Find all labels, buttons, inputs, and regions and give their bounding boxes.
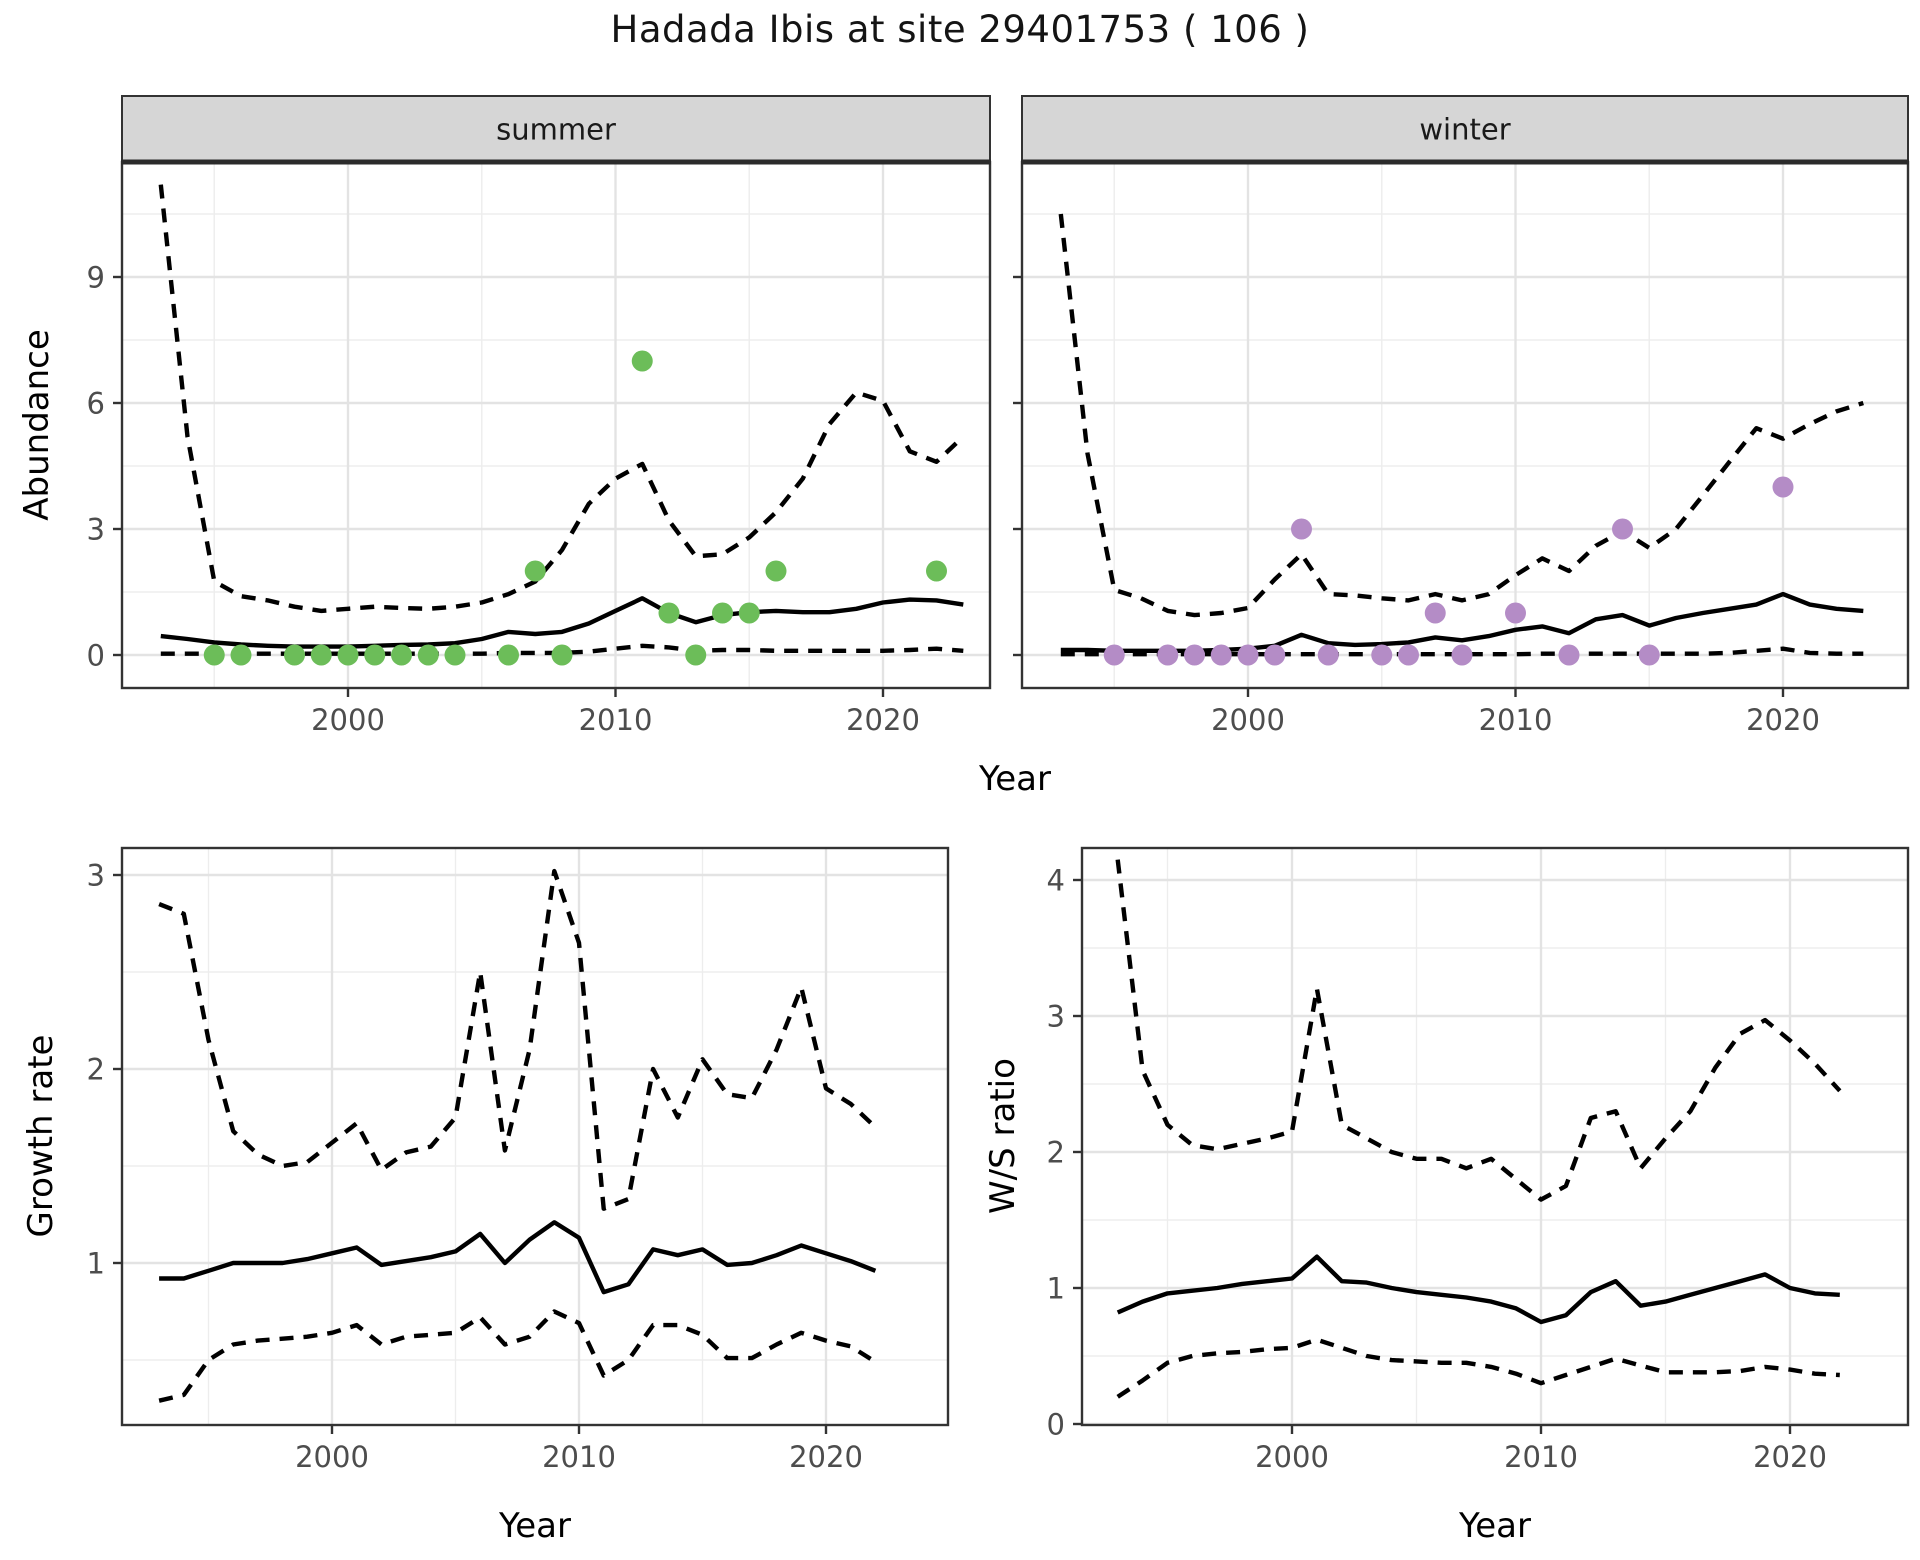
data-point-abundance-summer — [738, 602, 760, 624]
x-axis-title-ws: Year — [1458, 1506, 1531, 1546]
x-tick-label: 2020 — [1746, 703, 1820, 737]
y-tick-label: 3 — [87, 512, 105, 546]
data-point-abundance-winter — [1398, 644, 1419, 666]
y-tick-label: 4 — [1047, 863, 1065, 897]
x-tick-label: 2010 — [542, 1440, 616, 1474]
data-point-abundance-summer — [284, 644, 305, 666]
median-line — [1116, 1254, 1840, 1325]
facet-strip-label-winter: winter — [1419, 112, 1510, 146]
data-point-abundance-summer — [337, 644, 359, 666]
upper-ci-line — [1058, 213, 1864, 618]
data-point-abundance-winter — [1638, 644, 1660, 666]
y-tick-label: 0 — [87, 638, 105, 672]
data-point-abundance-summer — [712, 602, 733, 624]
y-tick-label: 2 — [1047, 1135, 1065, 1169]
panel-border-ws-ratio — [1080, 846, 1910, 1427]
upper-ci-line — [1115, 859, 1842, 1202]
data-point-abundance-winter — [1157, 644, 1179, 666]
data-point-abundance-summer — [658, 602, 680, 624]
panel-border-growth-rate — [120, 846, 950, 1427]
y-axis-title-growth: Growth rate — [21, 1035, 61, 1238]
data-point-abundance-summer — [391, 644, 412, 666]
facet-strip-label-summer: summer — [496, 112, 616, 146]
y-tick-label: 1 — [87, 1246, 105, 1280]
lower-ci-line — [158, 1309, 877, 1403]
data-point-abundance-summer — [524, 560, 546, 582]
panel-background-growth-rate — [122, 848, 948, 1425]
data-point-abundance-winter — [1291, 518, 1312, 540]
x-tick-label: 2020 — [846, 703, 920, 737]
data-point-abundance-summer — [203, 644, 225, 666]
y-tick-label: 1 — [1047, 1271, 1065, 1305]
x-tick-label: 2000 — [1255, 1440, 1329, 1474]
data-point-abundance-winter — [1237, 644, 1259, 666]
data-point-abundance-summer — [765, 560, 787, 582]
data-point-abundance-winter — [1772, 476, 1794, 498]
data-point-abundance-winter — [1210, 644, 1232, 666]
data-point-abundance-winter — [1103, 644, 1125, 666]
y-tick-label: 3 — [1047, 999, 1065, 1033]
data-point-abundance-summer — [310, 644, 332, 666]
y-axis-title-ws: W/S ratio — [983, 1058, 1023, 1214]
data-point-abundance-winter — [1424, 602, 1446, 624]
data-point-abundance-summer — [230, 644, 252, 666]
upper-ci-line — [158, 868, 877, 1211]
x-tick-label: 2000 — [295, 1440, 369, 1474]
data-point-abundance-summer — [685, 644, 707, 666]
y-tick-label: 9 — [87, 260, 105, 294]
panel-background-abundance-winter — [1022, 162, 1908, 688]
data-point-abundance-summer — [364, 644, 386, 666]
data-point-abundance-summer — [631, 350, 653, 372]
y-tick-label: 6 — [87, 386, 105, 420]
x-tick-label: 2020 — [789, 1440, 863, 1474]
data-point-abundance-winter — [1184, 644, 1205, 666]
data-point-abundance-summer — [551, 644, 573, 666]
data-point-abundance-winter — [1371, 644, 1393, 666]
y-tick-label: 2 — [87, 1052, 105, 1086]
x-tick-label: 2010 — [1504, 1440, 1578, 1474]
data-point-abundance-winter — [1264, 644, 1286, 666]
x-tick-label: 2010 — [1479, 703, 1553, 737]
plot-title: Hadada Ibis at site 29401753 ( 106 ) — [610, 8, 1310, 51]
data-point-abundance-summer — [417, 644, 439, 666]
y-tick-label: 3 — [87, 858, 105, 892]
data-point-abundance-winter — [1505, 602, 1526, 624]
facet-strip-winter — [1021, 95, 1909, 163]
data-point-abundance-winter — [1317, 644, 1339, 666]
x-axis-title-growth: Year — [498, 1506, 571, 1546]
x-tick-label: 2020 — [1753, 1440, 1827, 1474]
data-point-abundance-summer — [498, 644, 519, 666]
data-point-abundance-summer — [444, 644, 466, 666]
x-tick-label: 2010 — [579, 703, 653, 737]
upper-ci-line — [158, 184, 965, 614]
lower-ci-line — [1116, 1337, 1840, 1399]
data-point-abundance-winter — [1558, 644, 1580, 666]
panel-background-ws-ratio — [1082, 848, 1908, 1425]
y-axis-title-abundance: Abundance — [17, 329, 57, 521]
x-tick-label: 2000 — [1211, 703, 1285, 737]
data-point-abundance-winter — [1451, 644, 1473, 666]
data-point-abundance-summer — [926, 560, 947, 582]
x-axis-title-top: Year — [978, 759, 1051, 799]
data-point-abundance-winter — [1612, 518, 1633, 540]
y-tick-label: 0 — [1047, 1407, 1065, 1441]
median-line — [159, 1220, 877, 1295]
x-tick-label: 2000 — [311, 703, 385, 737]
